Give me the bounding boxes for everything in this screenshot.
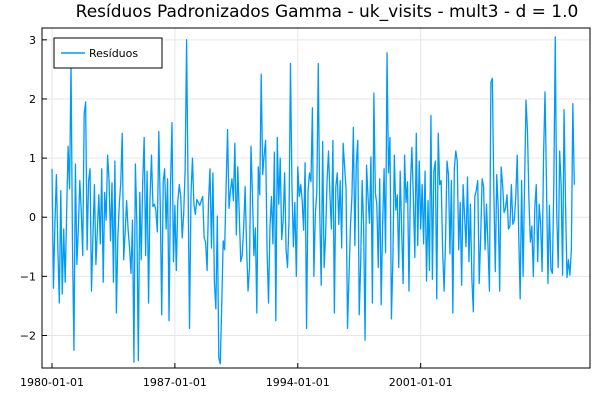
y-tick-label: 0: [29, 211, 36, 224]
y-tick-label: 1: [29, 152, 36, 165]
x-tick-label: 2001-01-01: [389, 376, 453, 389]
x-axis-ticks: 1980-01-01 1987-01-01 1994-01-01 2001-01-01: [20, 363, 453, 389]
y-tick-label: −1: [20, 270, 36, 283]
x-tick-label: 1987-01-01: [143, 376, 207, 389]
chart-title: Resíduos Padronizados Gamma - uk_visits …: [76, 2, 579, 22]
plot-frame: [41, 27, 591, 369]
legend: Resíduos: [53, 37, 163, 69]
x-tick-label: 1980-01-01: [20, 376, 84, 389]
y-axis-ticks: −2 −1 0 1 2 3: [20, 34, 47, 342]
x-tick-label: 1994-01-01: [266, 376, 330, 389]
y-tick-label: 2: [29, 93, 36, 106]
y-tick-label: 3: [29, 34, 36, 47]
y-tick-label: −2: [20, 329, 36, 342]
series-layer: [51, 36, 575, 365]
legend-label: Resíduos: [89, 47, 138, 60]
series-line-residuos: [51, 36, 575, 365]
